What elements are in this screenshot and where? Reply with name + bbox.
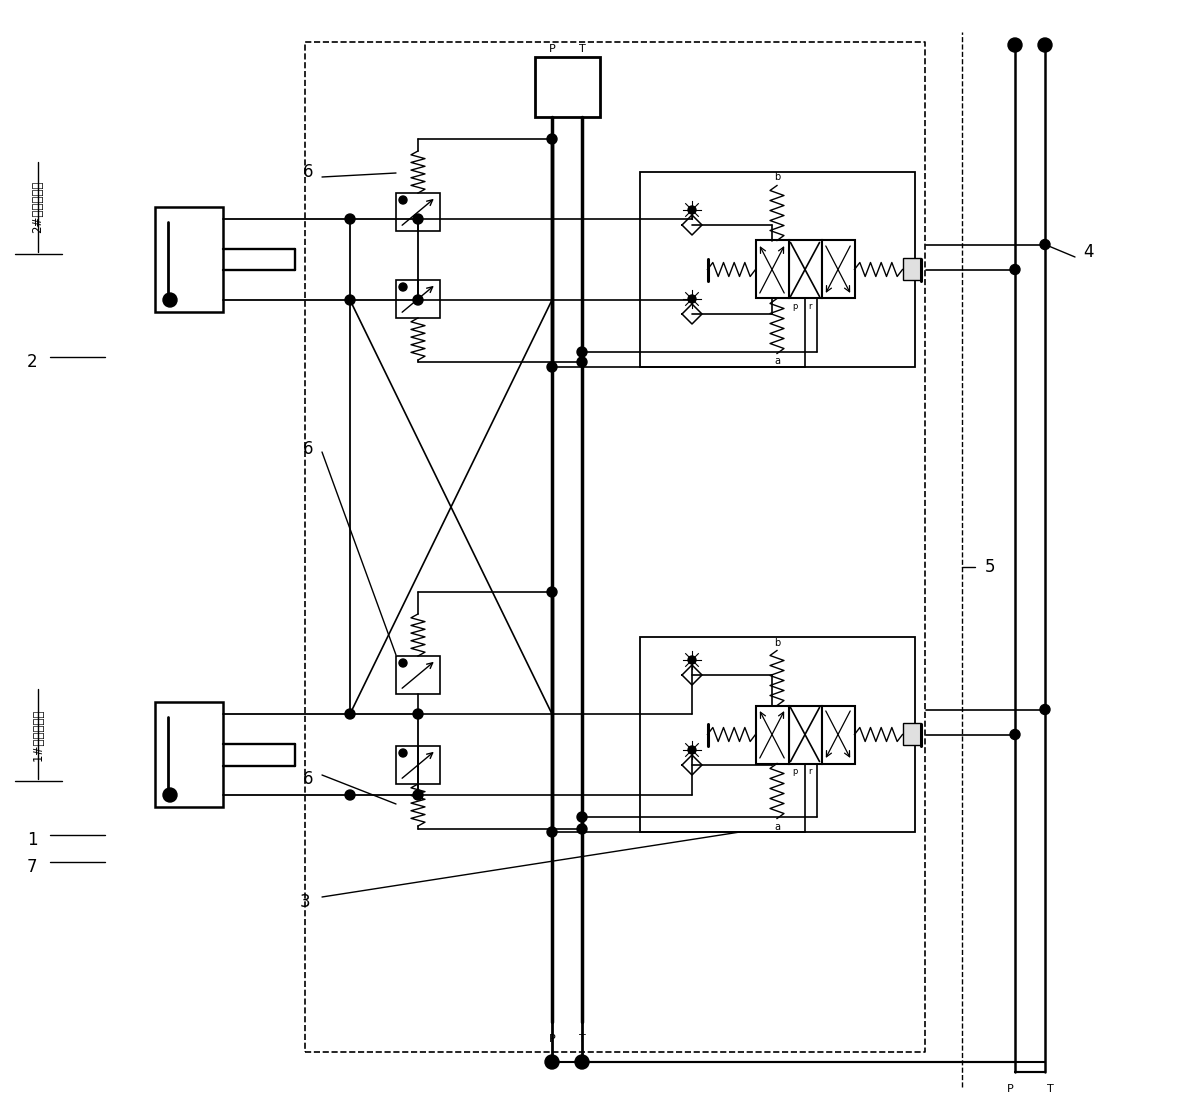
Bar xyxy=(640,172,915,367)
Text: 5: 5 xyxy=(985,558,996,576)
Bar xyxy=(822,240,855,298)
Circle shape xyxy=(399,659,407,667)
Circle shape xyxy=(1010,265,1020,275)
Circle shape xyxy=(413,709,423,719)
Text: r: r xyxy=(808,767,811,776)
Bar xyxy=(155,207,223,312)
Text: P: P xyxy=(549,1034,555,1044)
Circle shape xyxy=(1040,705,1050,715)
Text: 3: 3 xyxy=(300,892,311,911)
Bar xyxy=(396,746,441,784)
Text: a: a xyxy=(774,821,779,831)
Bar xyxy=(756,706,789,764)
Circle shape xyxy=(163,293,177,307)
Text: a: a xyxy=(774,356,779,366)
Circle shape xyxy=(345,214,355,225)
Text: r: r xyxy=(808,302,811,311)
Bar xyxy=(822,706,855,764)
Bar xyxy=(640,637,915,832)
Text: P: P xyxy=(549,44,555,54)
Bar xyxy=(535,57,600,117)
Circle shape xyxy=(1038,38,1052,52)
Text: 2#橱道升降缸: 2#橱道升降缸 xyxy=(32,181,45,233)
Bar xyxy=(155,701,223,806)
Text: p: p xyxy=(792,767,797,776)
Circle shape xyxy=(399,195,407,204)
Bar xyxy=(396,280,441,318)
Bar xyxy=(789,240,822,298)
Text: 1: 1 xyxy=(27,831,38,849)
Text: P: P xyxy=(1006,1083,1013,1094)
Text: 6: 6 xyxy=(302,440,313,458)
Circle shape xyxy=(689,206,696,214)
Text: b: b xyxy=(774,172,781,182)
Circle shape xyxy=(345,295,355,305)
Text: 1#橱道升降缸: 1#橱道升降缸 xyxy=(32,709,45,761)
Circle shape xyxy=(547,134,557,144)
Circle shape xyxy=(163,787,177,802)
Text: 2: 2 xyxy=(27,353,38,371)
Circle shape xyxy=(399,750,407,757)
Bar xyxy=(756,240,789,298)
Text: T: T xyxy=(1046,1083,1053,1094)
Circle shape xyxy=(689,746,696,754)
Circle shape xyxy=(547,827,557,837)
Text: 7: 7 xyxy=(27,858,38,876)
Circle shape xyxy=(578,812,587,822)
Circle shape xyxy=(345,790,355,800)
Circle shape xyxy=(345,709,355,719)
Circle shape xyxy=(578,347,587,357)
Circle shape xyxy=(578,357,587,367)
Circle shape xyxy=(1040,239,1050,249)
Circle shape xyxy=(413,790,423,800)
Bar xyxy=(396,656,441,694)
Text: 6: 6 xyxy=(302,163,313,181)
Circle shape xyxy=(399,283,407,292)
Circle shape xyxy=(1009,38,1022,52)
Text: 6: 6 xyxy=(302,770,313,787)
Circle shape xyxy=(547,588,557,596)
Circle shape xyxy=(689,656,696,663)
Text: 4: 4 xyxy=(1083,244,1094,261)
Bar xyxy=(902,724,920,745)
Circle shape xyxy=(578,824,587,834)
Circle shape xyxy=(575,1054,589,1069)
Text: b: b xyxy=(774,638,781,648)
Text: p: p xyxy=(792,302,797,311)
Bar xyxy=(789,706,822,764)
Circle shape xyxy=(547,362,557,372)
Bar xyxy=(396,193,441,231)
Circle shape xyxy=(413,214,423,225)
Text: T: T xyxy=(579,1034,586,1044)
Circle shape xyxy=(1010,729,1020,739)
Bar xyxy=(902,258,920,280)
Circle shape xyxy=(413,295,423,305)
Circle shape xyxy=(689,295,696,303)
Text: T: T xyxy=(579,44,586,54)
Circle shape xyxy=(544,1054,559,1069)
